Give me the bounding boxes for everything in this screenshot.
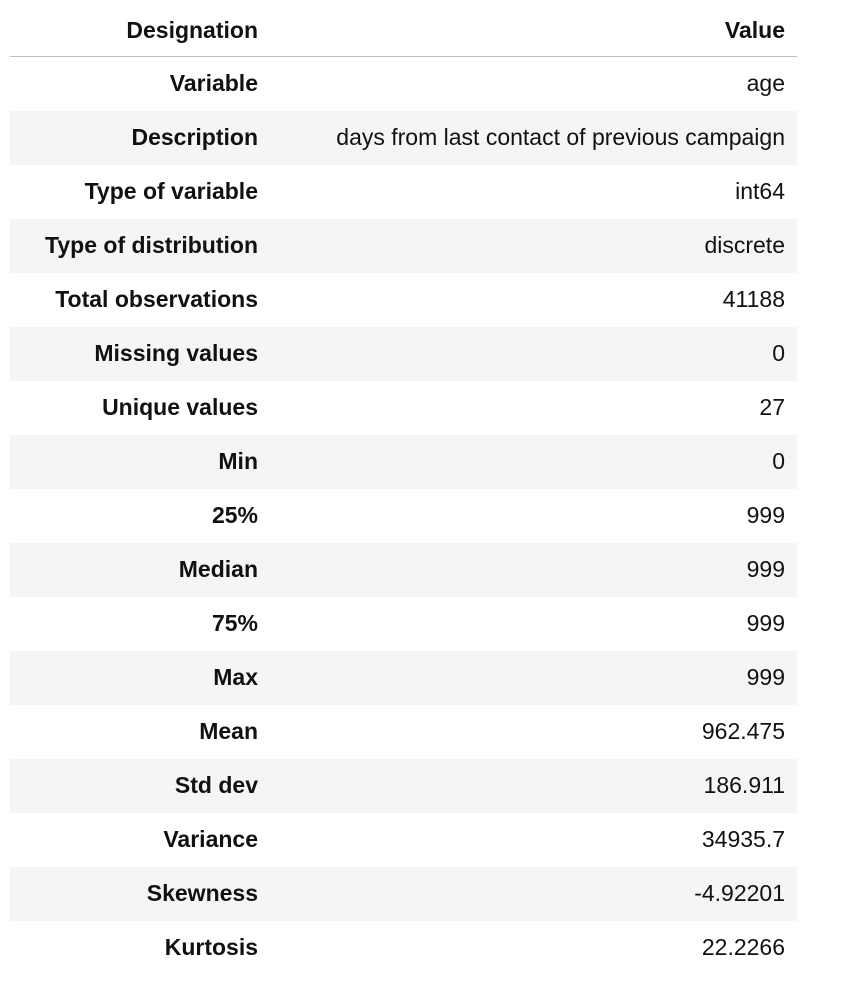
row-designation: Variable xyxy=(169,70,258,97)
row-designation: Missing values xyxy=(94,340,258,366)
row-designation: Min xyxy=(218,448,258,474)
row-value: 41188 xyxy=(722,286,785,312)
row-designation: Description xyxy=(131,124,258,150)
table-row: Std dev 186.911 xyxy=(10,758,797,813)
row-designation: Median xyxy=(178,556,258,582)
table-row: Missing values 0 xyxy=(10,326,797,381)
table-row: Unique values 27 xyxy=(10,381,797,435)
row-value: discrete xyxy=(704,232,785,258)
table-row: Mean 962.475 xyxy=(10,705,797,759)
row-designation: Kurtosis xyxy=(164,934,258,960)
stats-table-container: Designation Value Variable age Descripti… xyxy=(10,4,797,975)
table-row: 75% 999 xyxy=(10,597,797,651)
row-designation: Mean xyxy=(199,718,258,744)
table-row: Type of variable int64 xyxy=(10,165,797,219)
row-value: days from last contact of previous campa… xyxy=(336,124,785,150)
row-value: 999 xyxy=(746,556,785,582)
row-designation: Type of variable xyxy=(84,178,258,204)
row-designation: Variance xyxy=(163,826,258,852)
table-row: 25% 999 xyxy=(10,489,797,543)
row-value: int64 xyxy=(735,178,785,204)
table-row: Description days from last contact of pr… xyxy=(10,110,797,165)
table-header: Designation Value xyxy=(10,4,797,57)
row-value: 34935.7 xyxy=(701,826,785,852)
row-value: 962.475 xyxy=(701,718,785,744)
table-row: Variance 34935.7 xyxy=(10,813,797,867)
row-designation: Skewness xyxy=(146,880,258,906)
header-row: Designation Value xyxy=(10,4,797,57)
table-row: Median 999 xyxy=(10,542,797,597)
table-body: Variable age Description days from last … xyxy=(10,57,797,975)
table-row: Kurtosis 22.2266 xyxy=(10,921,797,975)
table-row: Max 999 xyxy=(10,650,797,705)
row-value: 186.911 xyxy=(703,772,785,798)
row-designation: Std dev xyxy=(174,772,258,798)
row-designation: 75% xyxy=(211,610,258,636)
row-designation: Unique values xyxy=(102,394,258,420)
row-value: 22.2266 xyxy=(701,934,785,960)
value-column-header: Value xyxy=(270,4,797,57)
row-designation: Type of distribution xyxy=(45,232,258,258)
variable-stats-table: Designation Value Variable age Descripti… xyxy=(10,4,797,975)
table-row: Total observations 41188 xyxy=(10,273,797,327)
row-value: 0 xyxy=(772,448,785,474)
row-value: 999 xyxy=(746,610,785,636)
row-value: 999 xyxy=(746,502,785,528)
table-row: Min 0 xyxy=(10,434,797,489)
table-row: Variable age xyxy=(10,57,797,111)
table-row: Type of distribution discrete xyxy=(10,218,797,273)
row-value: 0 xyxy=(772,340,785,366)
row-designation: 25% xyxy=(211,502,258,528)
table-row: Skewness -4.92201 xyxy=(10,866,797,921)
row-value: age xyxy=(746,70,785,97)
row-value: 999 xyxy=(746,664,785,690)
designation-column-header: Designation xyxy=(10,4,270,57)
row-designation: Max xyxy=(213,664,258,690)
row-value: -4.92201 xyxy=(694,880,785,906)
row-value: 27 xyxy=(759,394,785,420)
row-designation: Total observations xyxy=(55,286,258,312)
